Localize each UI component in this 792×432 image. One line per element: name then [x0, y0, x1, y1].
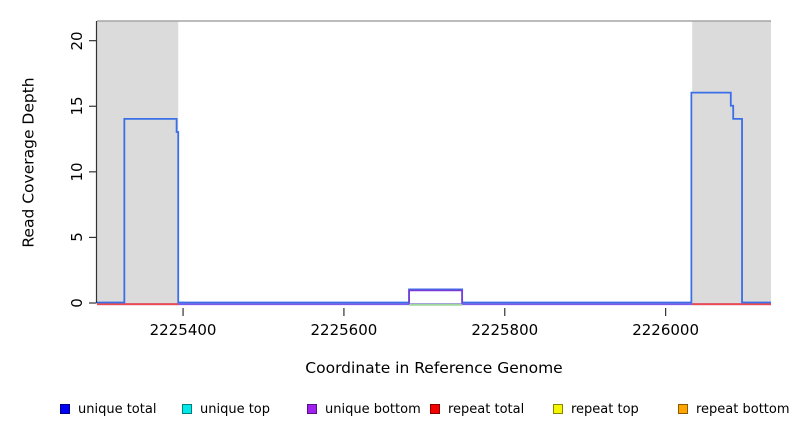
legend-item-repeat-total: repeat total — [430, 400, 524, 418]
legend-item-repeat-top: repeat top — [553, 400, 639, 418]
axes — [89, 21, 667, 316]
legend-label: repeat bottom — [696, 401, 790, 417]
x-axis-title: Coordinate in Reference Genome — [305, 359, 563, 377]
legend-swatch-icon — [307, 404, 317, 414]
legend-label: unique total — [78, 401, 157, 417]
legend-item-unique-bottom: unique bottom — [307, 400, 421, 418]
y-tick-label: 0 — [68, 298, 86, 308]
y-tick-label: 20 — [68, 31, 86, 51]
legend-label: unique top — [200, 401, 271, 417]
series-unique-total — [97, 91, 771, 304]
shaded-regions — [97, 21, 771, 305]
legend-item-unique-top: unique top — [182, 400, 270, 418]
legend-item-unique-total: unique total — [60, 400, 156, 418]
y-tick-label: 10 — [68, 162, 86, 182]
legend-label: repeat total — [448, 401, 525, 417]
y-tick-label: 5 — [68, 232, 86, 243]
x-tick-label: 2225600 — [310, 321, 378, 339]
x-tick-label: 2225800 — [471, 321, 539, 339]
series-unique-bottom-bump — [408, 289, 463, 304]
legend-swatch-icon — [553, 404, 563, 414]
y-axis-title: Read Coverage Depth — [19, 77, 38, 248]
legend-item-repeat-bottom: repeat bottom — [678, 400, 790, 418]
legend-label: repeat top — [571, 401, 639, 417]
legend-swatch-icon — [430, 404, 440, 414]
legend-swatch-icon — [678, 404, 688, 414]
y-tick-label: 15 — [68, 96, 86, 116]
legend-swatch-icon — [60, 404, 70, 414]
x-tick-label: 2226000 — [632, 321, 700, 339]
legend-swatch-icon — [182, 404, 192, 414]
x-tick-label: 2225400 — [149, 321, 217, 339]
legend-label: unique bottom — [325, 401, 421, 417]
